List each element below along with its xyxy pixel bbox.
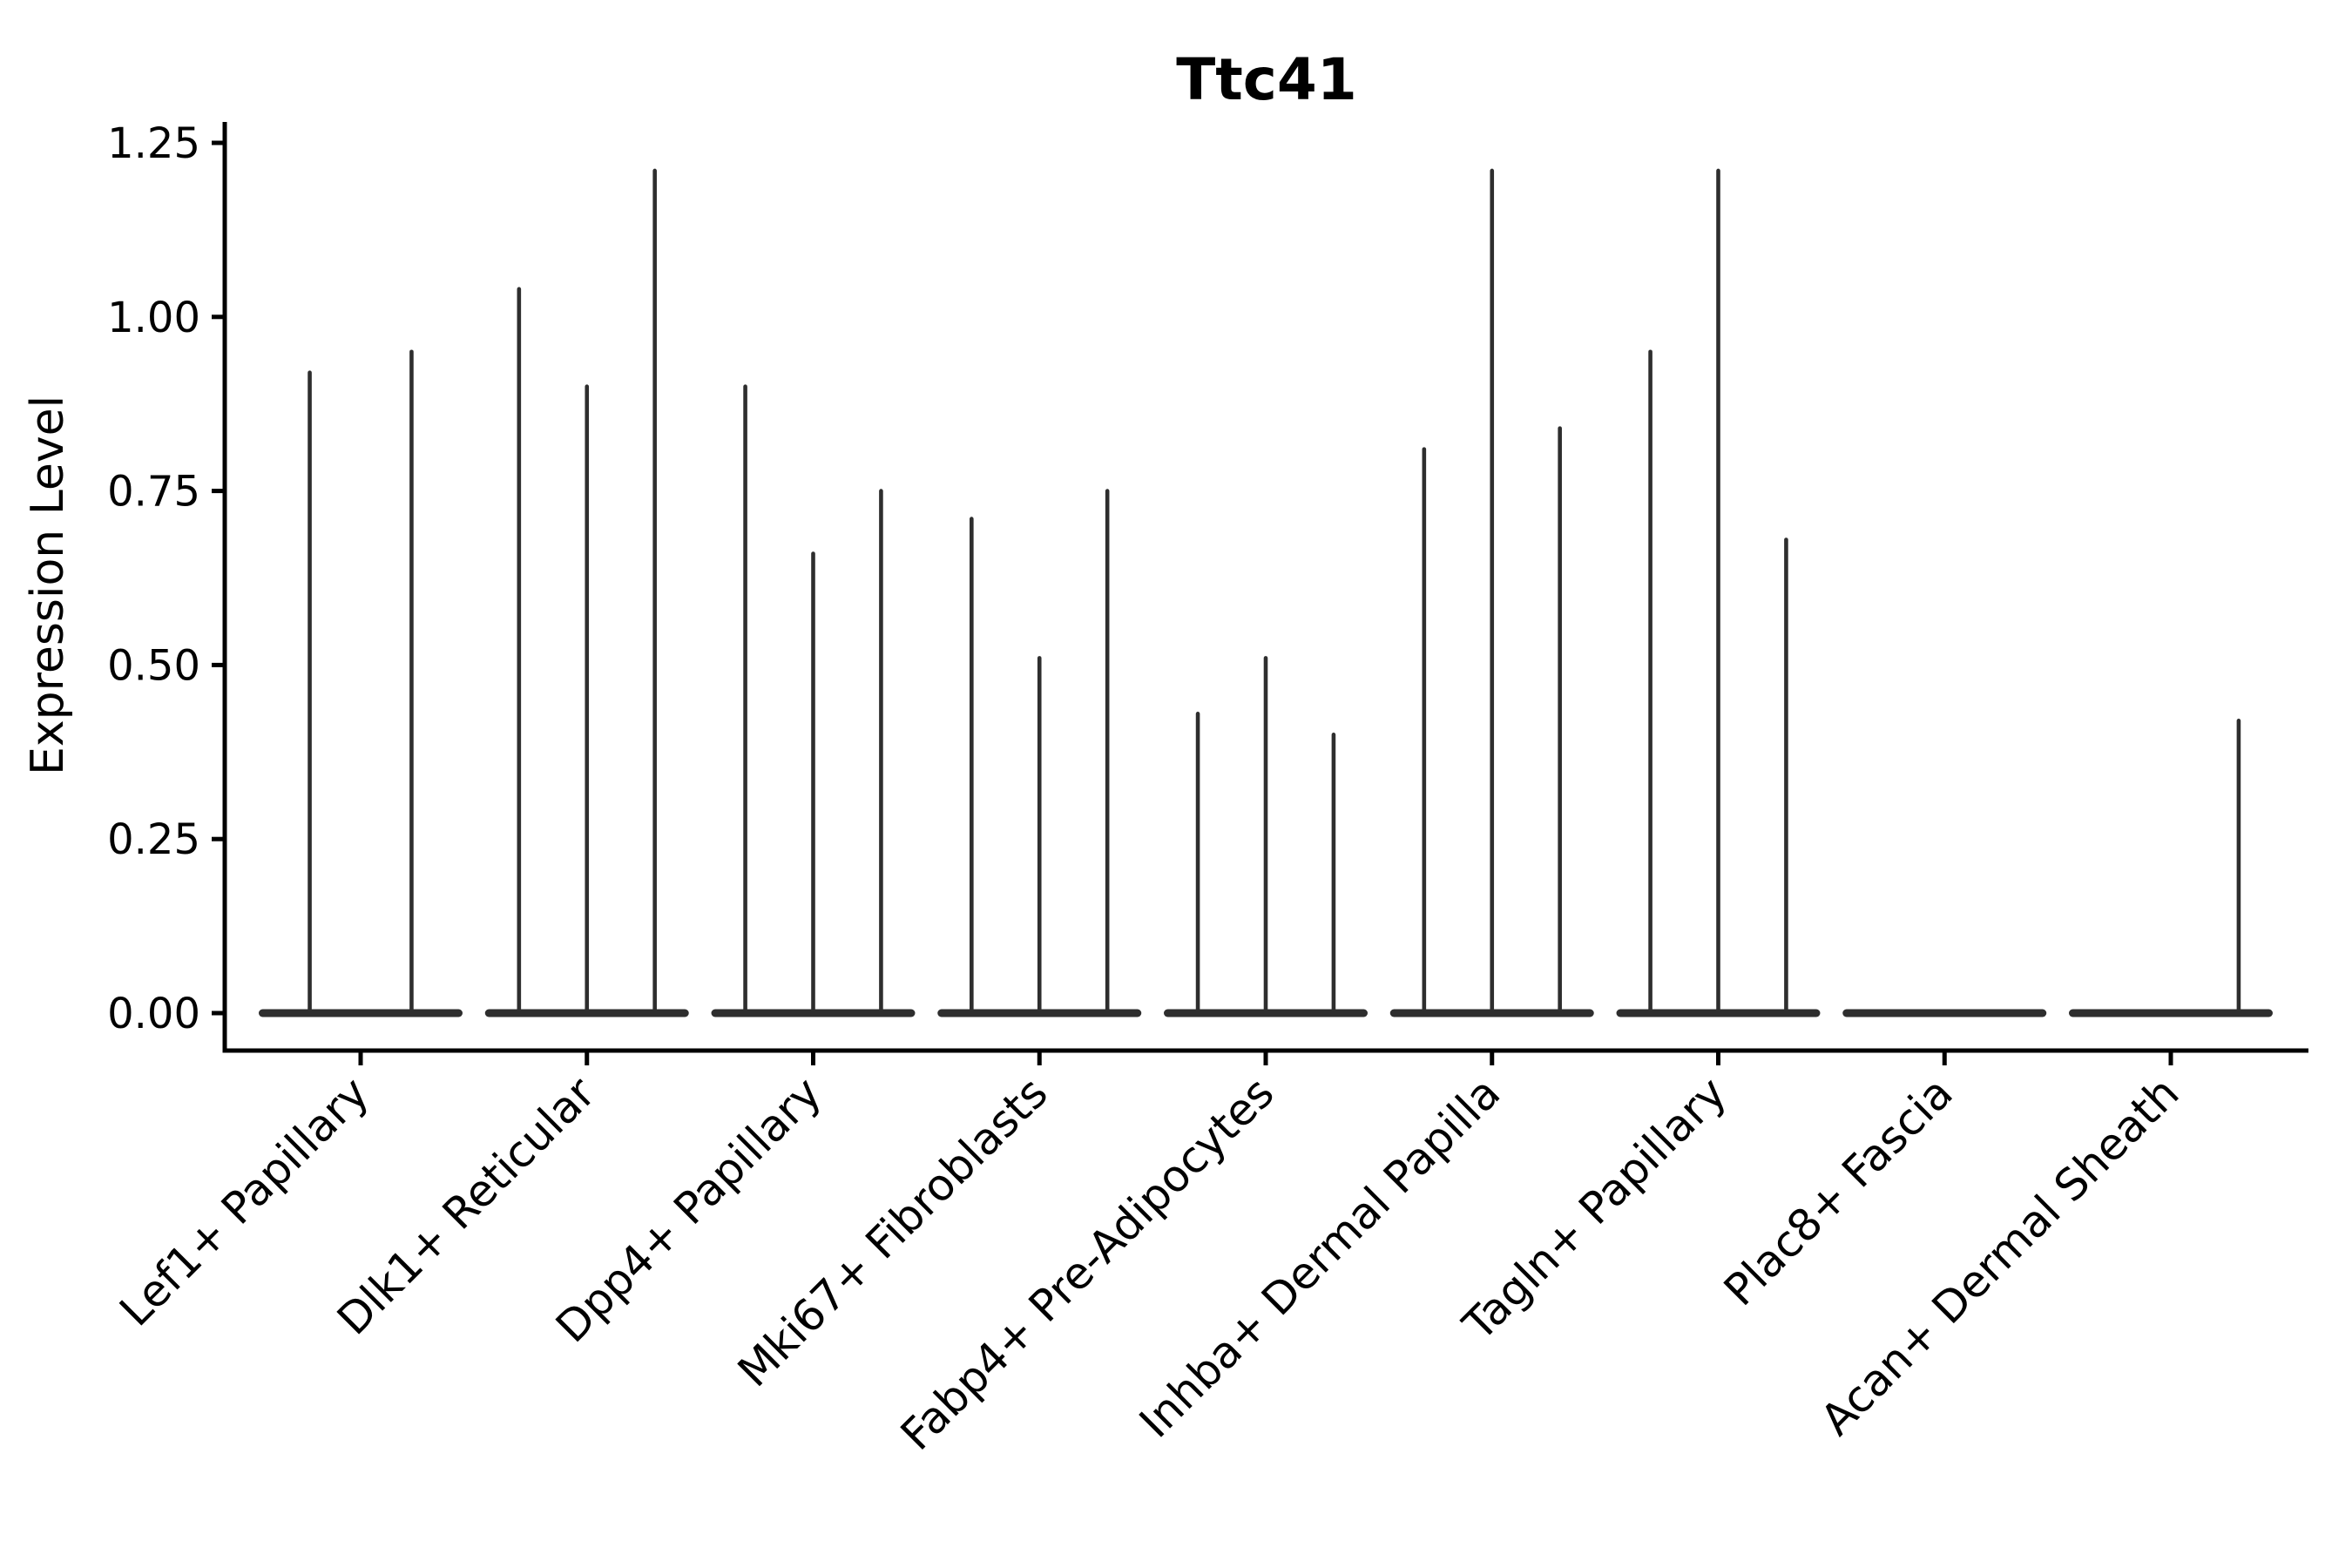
chart-title: Ttc41 <box>1176 46 1357 113</box>
violin-group <box>1616 168 1821 1017</box>
violin-zero-band <box>1842 1009 2047 1017</box>
violin-zero-band <box>2069 1009 2273 1017</box>
violin-group <box>1389 168 1594 1017</box>
violin-zero-band <box>259 1009 463 1017</box>
y-axis-label: Expression Level <box>22 395 74 775</box>
violin-group <box>259 349 463 1017</box>
y-tick-label: 0.50 <box>107 641 200 690</box>
violin-group <box>711 384 916 1017</box>
y-tick-label: 0.00 <box>107 990 200 1038</box>
violin-group <box>937 489 1142 1017</box>
y-tick-label: 0.25 <box>107 815 200 864</box>
y-tick-label: 1.25 <box>107 119 200 168</box>
y-tick-label: 0.75 <box>107 468 200 517</box>
violin-series <box>259 168 2273 1017</box>
violin-group <box>484 168 689 1017</box>
violin-group <box>2069 719 2273 1017</box>
violin-group <box>1842 1009 2047 1017</box>
violin-group <box>1164 656 1368 1017</box>
y-axis: 0.00 0.25 0.50 0.75 1.00 1.25 <box>107 119 225 1038</box>
y-tick-label: 1.00 <box>107 294 200 342</box>
